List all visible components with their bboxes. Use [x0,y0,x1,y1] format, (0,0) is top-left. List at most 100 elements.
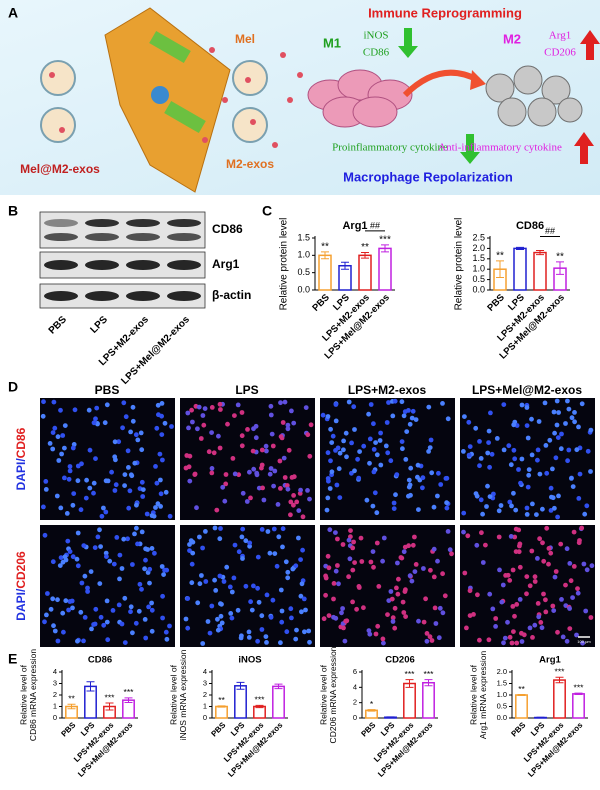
m2-exos-label: M2-exos [226,157,274,171]
cell [553,569,559,574]
stain-label: DAPI/CD86 [14,427,28,490]
cell [394,472,400,477]
cell [160,593,166,599]
cell [140,494,146,499]
mel-label: Mel [235,32,255,46]
cell [259,527,265,532]
cell [589,563,595,569]
cell [584,567,590,573]
cell [517,564,523,570]
cell [236,549,242,555]
cell [67,468,73,474]
cell [390,619,396,624]
cell [583,608,589,614]
cell [329,440,335,445]
cell [342,638,348,644]
cell [248,599,254,605]
cell [436,635,442,641]
cell [532,622,538,628]
y-tick-label: 4 [353,682,357,691]
error-bar [496,260,504,279]
cell [278,640,283,646]
cell [246,635,252,640]
cell [69,598,75,604]
cell [343,618,349,624]
cell [284,629,290,635]
cell [288,512,293,518]
cell [130,404,136,410]
cell [428,567,433,573]
cell [97,581,103,586]
cell [333,568,339,574]
cell [473,491,479,496]
cell [385,450,391,456]
cell [383,443,389,449]
cell [445,529,451,534]
cell [413,562,419,567]
cell [302,629,307,635]
cell [125,448,131,454]
cell [542,400,548,406]
blot-strip [39,211,206,249]
cell [298,557,303,562]
cell [244,499,250,504]
x-tick-label: PBS [485,292,507,314]
blot-band [44,233,78,241]
cell [530,635,535,640]
cell [393,492,398,498]
cell [380,558,385,564]
mel-exos-label: Mel@M2-exos [20,162,100,176]
cell [283,559,289,565]
cell [187,478,193,484]
cell [509,640,515,646]
cell [512,456,518,462]
cell [375,623,381,629]
cell [282,475,288,480]
cell [307,453,313,459]
cell [161,572,167,577]
cell [340,542,346,547]
cell [142,566,148,572]
blot-band [167,233,201,241]
cell [267,471,273,477]
cell [377,438,383,443]
cell [501,447,507,453]
m2-marker: CD206 [544,47,576,59]
cell [560,634,566,640]
cell [293,563,299,569]
cell [373,631,379,637]
cell [70,554,76,560]
y-tick-label: 0.0 [497,713,507,722]
cell [211,450,217,456]
pro-label: Proinflammatory cytokine [332,142,448,154]
cell [519,456,525,462]
cell [517,541,523,547]
cell [346,574,351,580]
cell [113,482,119,488]
significance: ** [68,693,75,703]
cell [350,567,356,573]
cell [294,627,299,633]
blot-band [167,260,201,270]
cell [554,398,560,404]
cell [497,567,502,573]
bar [215,705,228,719]
cell [103,550,109,556]
cell [247,469,252,475]
cell [305,432,311,438]
cell [159,401,165,406]
cell [303,405,309,410]
bar [572,693,585,719]
cell [256,599,262,605]
cell [52,628,58,634]
cell [75,638,80,644]
cell [158,491,164,497]
y-axis-label: Arg1 mRNA expression [478,651,488,740]
cell [264,448,269,454]
cell [449,551,454,557]
cell [278,486,283,491]
cells [461,398,594,520]
bar [358,254,372,291]
cell [403,614,408,619]
